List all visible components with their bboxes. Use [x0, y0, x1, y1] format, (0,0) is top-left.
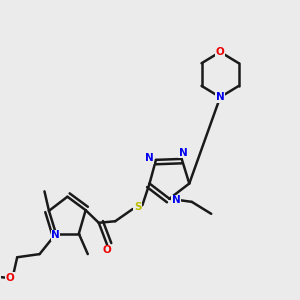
- Text: N: N: [179, 148, 188, 158]
- Text: S: S: [134, 202, 141, 212]
- Text: O: O: [103, 245, 112, 256]
- Text: N: N: [51, 230, 60, 240]
- Text: O: O: [216, 47, 224, 57]
- Text: N: N: [172, 195, 180, 205]
- Text: N: N: [216, 92, 224, 102]
- Text: O: O: [5, 273, 14, 283]
- Text: N: N: [145, 153, 154, 163]
